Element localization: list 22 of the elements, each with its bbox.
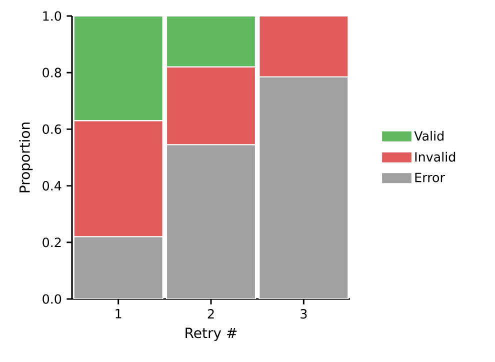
bar bbox=[166, 144, 256, 299]
bar bbox=[73, 236, 164, 299]
y-axis-title: Proportion bbox=[19, 122, 33, 192]
bar bbox=[258, 16, 349, 78]
legend-label: Invalid bbox=[415, 152, 456, 162]
y-tick-label: 0.6 bbox=[42, 124, 62, 134]
bar bbox=[73, 16, 164, 122]
legend-label: Valid bbox=[414, 130, 444, 141]
x-tick-label: 3 bbox=[300, 309, 307, 319]
x-tick-label: 1 bbox=[116, 309, 122, 318]
bar bbox=[73, 120, 164, 238]
y-tick-label: 0.0 bbox=[42, 294, 62, 304]
y-tick-label: 1.0 bbox=[43, 11, 62, 21]
legend-label: Error bbox=[415, 172, 445, 182]
x-axis-title: Retry # bbox=[186, 328, 237, 341]
y-tick-label: 0.4 bbox=[42, 181, 62, 191]
bar bbox=[258, 76, 349, 299]
bar bbox=[166, 66, 256, 146]
x-tick-label: 2 bbox=[208, 309, 214, 318]
y-tick-label: 0.2 bbox=[42, 238, 61, 248]
y-tick-label: 0.8 bbox=[42, 68, 62, 78]
bar bbox=[166, 16, 256, 68]
